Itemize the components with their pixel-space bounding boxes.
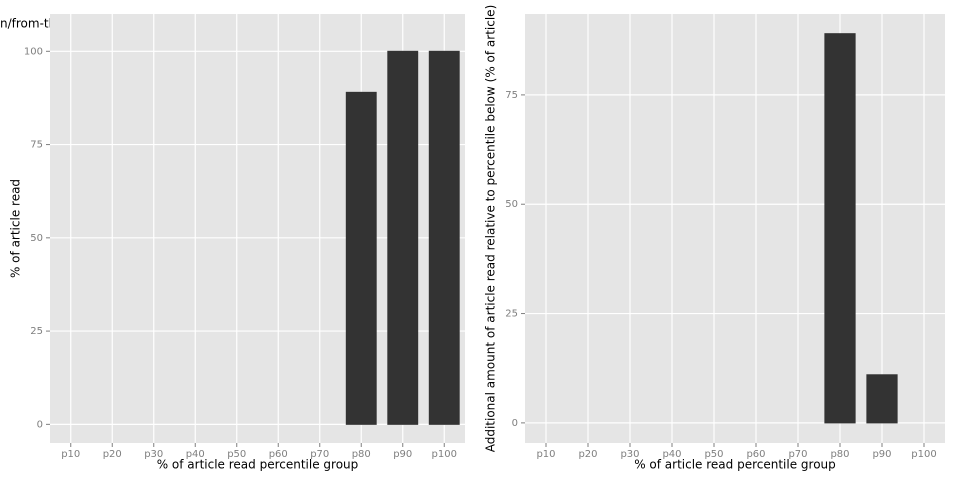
bar: [866, 374, 898, 424]
y-tick-label: 100: [24, 46, 43, 57]
x-tick-label: p80: [830, 449, 849, 460]
x-tick-label: p40: [186, 449, 205, 460]
x-tick-label: p30: [144, 449, 163, 460]
x-tick-label: p40: [662, 449, 681, 460]
x-axis-label: % of article read percentile group: [157, 458, 359, 472]
y-tick-label: 50: [505, 199, 518, 210]
y-tick-label: 0: [37, 419, 43, 430]
x-axis-label: % of article read percentile group: [634, 458, 836, 472]
x-tick-label: p60: [746, 449, 765, 460]
bar: [387, 50, 419, 425]
bar: [824, 33, 856, 424]
y-tick-label: 50: [30, 233, 43, 244]
y-tick-label: 0: [512, 418, 518, 429]
x-tick-label: p30: [620, 449, 639, 460]
y-axis-label: Additional amount of article read relati…: [484, 5, 498, 453]
x-tick-label: p80: [352, 449, 371, 460]
plot-background: [525, 14, 945, 443]
x-tick-label: p100: [432, 449, 457, 460]
y-tick-label: 75: [505, 90, 518, 101]
y-tick-label: 75: [30, 140, 43, 151]
x-tick-label: p50: [227, 449, 246, 460]
x-tick-label: p90: [393, 449, 412, 460]
y-axis-label: % of article read: [9, 179, 23, 278]
bar: [345, 91, 377, 425]
y-tick-label: 25: [505, 309, 518, 320]
x-tick-label: p100: [911, 449, 936, 460]
x-tick-label: p10: [61, 449, 80, 460]
x-tick-label: p70: [310, 449, 329, 460]
x-tick-label: p10: [536, 449, 555, 460]
bar: [428, 50, 460, 425]
x-tick-label: p60: [269, 449, 288, 460]
x-tick-label: p70: [788, 449, 807, 460]
x-tick-label: p90: [872, 449, 891, 460]
x-tick-label: p20: [578, 449, 597, 460]
x-tick-label: p20: [103, 449, 122, 460]
y-tick-label: 25: [30, 326, 43, 337]
x-tick-label: p50: [704, 449, 723, 460]
